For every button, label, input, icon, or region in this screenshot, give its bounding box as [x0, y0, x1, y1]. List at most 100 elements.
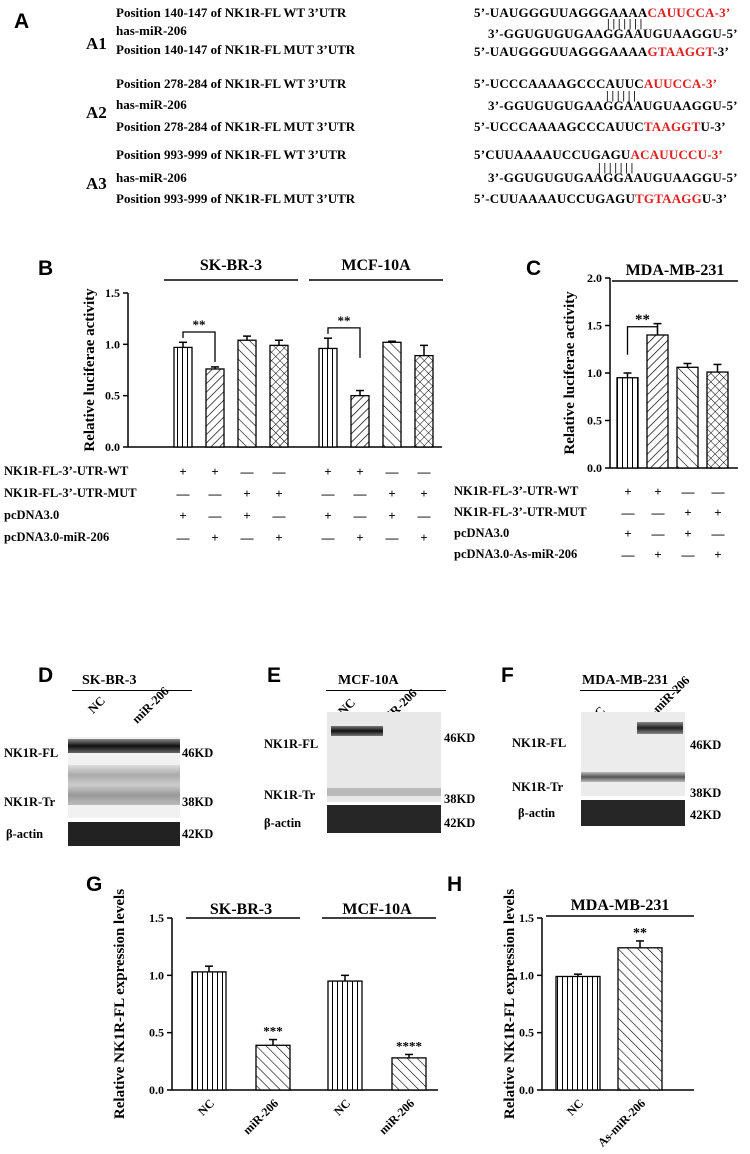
table-b-sign: — [208, 486, 222, 501]
table-b-sign: — [272, 508, 286, 523]
blot-d-band-fl: NK1R-FL [4, 746, 59, 760]
wt-label-a3: Position 993-999 of NK1R-FL WT 3’UTR [116, 147, 347, 162]
table-c-sign: + [654, 547, 662, 562]
table-c-sign: + [714, 547, 722, 562]
blot-d-band-actin: β-actin [6, 827, 44, 841]
blot-e-size-46: 46KD [444, 731, 476, 745]
blot-f-actin-band [581, 800, 685, 826]
chart-c-tick-label: 0.0 [587, 461, 602, 475]
table-c-sign: + [624, 526, 632, 541]
table-b-sign: — [176, 486, 190, 501]
blot-d-band-tr: NK1R-Tr [4, 795, 56, 809]
table-c-row-label: NK1R-FL-3’-UTR-WT [454, 484, 579, 498]
chart-c-bar [646, 334, 669, 469]
table-b-sign: + [324, 464, 332, 479]
chart-g-bar [255, 1044, 291, 1091]
chart-b-bar-sk-br-3 [269, 344, 289, 448]
blot-f-band-tr: NK1R-Tr [512, 780, 564, 794]
chart-h-x-tick-label: NC [564, 1096, 586, 1118]
blot-d-membrane [68, 737, 180, 818]
table-c-sign: + [714, 505, 722, 520]
blot-f-title-line [580, 690, 680, 691]
table-b-sign: + [179, 508, 187, 523]
mir-seq-a3: 3’-GGUGUGUGAAGGAAUGUAAGGU-5’ [488, 170, 738, 185]
blot-f-tr-band [581, 772, 685, 782]
wt-seq-a2: 5’-UCCCAAAAGCCCAUUCAUUCCA-3’ [474, 76, 718, 91]
table-c-sign: — [651, 526, 665, 541]
blot-e-band-tr: NK1R-Tr [264, 788, 316, 802]
table-b-sign: + [211, 464, 219, 479]
table-b-sign: + [275, 486, 283, 501]
chart-c-title: MDA-MB-231 [626, 262, 725, 279]
group-id-a1: A1 [86, 34, 107, 53]
panel-letter-d: D [38, 664, 54, 687]
chart-b-tick-label: 0.5 [105, 389, 120, 403]
blot-d-smear [68, 765, 180, 805]
chart-b-sig-bracket [182, 331, 216, 363]
table-b-row-label: NK1R-FL-3’-UTR-MUT [4, 486, 137, 500]
mir-seq-a1: 3’-GGUGUGUGAAGGAAUGUAAGGU-5’ [488, 26, 738, 41]
chart-h-tick-label: 1.5 [519, 911, 534, 925]
chart-c-bar [706, 371, 729, 469]
chart-h-x-tick-label: As-miR-206 [595, 1096, 648, 1149]
chart-b-group-label: MCF-10A [341, 257, 411, 274]
blot-e-title: MCF-10A [338, 673, 399, 688]
blot-f-size-46: 46KD [690, 738, 722, 752]
chart-g-y-label: Relative NK1R-FL expression levels [112, 889, 128, 1119]
chart-g-x-tick-label: miR-206 [376, 1096, 417, 1137]
table-b-sign: — [353, 508, 367, 523]
chart-g-x-tick-label: NC [331, 1096, 353, 1118]
table-b-sign: — [321, 486, 335, 501]
chart-h-title: MDA-MB-231 [571, 897, 670, 914]
blot-f-fl-band [637, 722, 683, 734]
table-c-sign: — [711, 526, 725, 541]
chart-b-bar-mcf-10a [318, 347, 338, 448]
table-b-row-label: pcDNA3.0 [4, 508, 60, 522]
mut-seq-a2: 5’-UCCCAAAAGCCCAUUCTAAGGTU-3’ [474, 119, 726, 134]
table-c-sign: — [621, 505, 635, 520]
table-b-sign: — [272, 464, 286, 479]
chart-c-sig-bracket [626, 326, 659, 355]
chart-c-tick-label: 1.5 [587, 319, 602, 333]
pairing-a2: |||||| [606, 88, 639, 102]
mir-label-a1: has-miR-206 [116, 23, 187, 38]
table-c-sign: + [684, 505, 692, 520]
mir-label-a3: has-miR-206 [116, 170, 187, 185]
blot-d-actin-band [68, 822, 180, 846]
blot-d-size-42: 42KD [182, 827, 214, 841]
table-b-sign: — [385, 464, 399, 479]
panel-letter-f: F [501, 664, 514, 687]
blot-e-actin-band [327, 805, 441, 833]
chart-b-tick-label: 0.0 [105, 440, 120, 454]
chart-g-sig-label: *** [263, 1024, 283, 1039]
blot-d-title-line [72, 690, 192, 691]
chart-h-tick-label: 0.5 [519, 1026, 534, 1040]
mut-seq-a1: 5’-UAUGGGUUAGGGAAAAGTAAGGT-3’ [474, 44, 729, 59]
chart-b-sig-label: ** [338, 313, 351, 328]
chart-g-tick-label: 0.0 [149, 1083, 164, 1097]
table-b-sign: — [208, 508, 222, 523]
table-c-sign: + [624, 484, 632, 499]
blot-d-fl-band [68, 739, 180, 753]
chart-g-group-label: MCF-10A [342, 901, 412, 918]
blot-e-tr-band [327, 788, 441, 796]
chart-g-tick-label: 0.5 [149, 1026, 164, 1040]
blot-d-lane-1: NC [85, 693, 109, 717]
table-c-sign: — [681, 484, 695, 499]
chart-h-tick-label: 0.0 [519, 1083, 534, 1097]
chart-g-sig-label: **** [396, 1038, 422, 1053]
blot-d-title: SK-BR-3 [82, 673, 137, 688]
table-c-row-label: pcDNA3.0 [454, 526, 510, 540]
chart-c-sig-label: ** [635, 312, 650, 328]
chart-g-tick-label: 1.5 [149, 911, 164, 925]
chart-c: 0.0 0.5 1.0 1.5 2.0 Relative luciferae activi… [562, 262, 738, 475]
table-b-sign: + [388, 508, 396, 523]
wt-label-a1: Position 140-147 of NK1R-FL WT 3’UTR [116, 5, 347, 20]
panel-letter-g: G [86, 873, 103, 896]
chart-b-bar-sk-br-3 [205, 368, 225, 448]
mir-label-a2: has-miR-206 [116, 97, 187, 112]
table-c-row-label: pcDNA3.0-As-miR-206 [454, 547, 578, 561]
table-c-sign: — [711, 484, 725, 499]
blot-f-title: MDA-MB-231 [582, 673, 669, 688]
